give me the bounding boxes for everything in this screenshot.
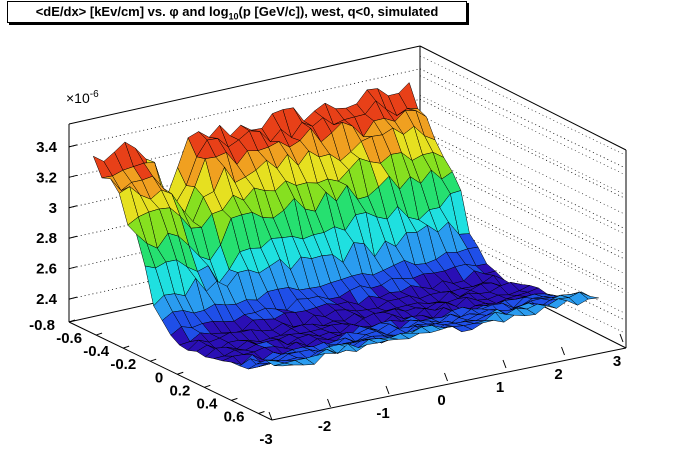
z-tick [68,296,78,300]
x-tick-label: 3 [613,353,621,370]
title-suffix: (p [GeV/c]), west, q<0, simulated [238,4,439,19]
z-tick [68,205,78,209]
y-tick [177,371,184,375]
y-tick-label: 0.2 [169,382,190,399]
axes [68,124,627,421]
title-prefix: <dE/dx> [kEv/cm] vs. [35,4,170,19]
x-tick [268,411,273,421]
y-tick [231,397,238,401]
grid-line [419,98,624,198]
z-tick [68,266,78,270]
y-tick-label: -0.4 [83,343,110,360]
z-tick [68,144,78,148]
x-tick [327,398,331,408]
grid-line [419,190,624,290]
y-axis-line [68,321,273,421]
z-exponent-label: ×10-6 [66,89,99,106]
surface-mesh [92,82,599,370]
y-tick [150,358,157,362]
x-tick [385,385,390,395]
z-tick [68,174,78,178]
z-tick [68,235,78,239]
grid-line [419,95,624,194]
y-tick-label: -0.8 [29,317,55,334]
x-tick-label: -2 [318,418,331,435]
z-tick-label: 2.6 [36,261,57,278]
grid-line [419,220,624,320]
x-tick [444,372,448,382]
x-tick-label: 0 [437,392,445,409]
x-tick [619,333,624,343]
z-tick-label: 2.8 [36,230,57,247]
grid-line [419,115,624,214]
y-tick-label: 0 [155,369,163,386]
y-tick-label: 0.4 [197,395,219,412]
y-tick [122,345,130,349]
y-tick [95,332,103,336]
chart-title: <dE/dx> [kEv/cm] vs. φ and log10(p [GeV/… [7,1,467,23]
grid-line [419,194,624,293]
y-tick [204,384,211,388]
x-tick-label: 2 [554,366,562,383]
y-tick-label: 0.6 [224,408,245,425]
y-tick [258,410,265,414]
y-tick [68,319,76,323]
grid-line [419,214,624,313]
z-tick-label: 3 [49,200,57,217]
x-tick [561,346,565,356]
title-phi: φ [169,4,179,19]
surface-cell [579,291,599,300]
grid-line [419,154,624,254]
title-mid: and log [178,4,229,19]
grid-line [419,134,624,234]
box-edge [68,45,421,125]
z-tick-label: 2.4 [36,291,58,308]
grid-line [419,174,624,273]
box-edge [419,45,627,151]
z-tick-label: 3.4 [36,139,58,156]
x-tick-label: -1 [376,405,389,422]
x-axis-line [271,347,627,421]
z-tick-label: 3.2 [36,169,57,186]
grid-line [419,55,624,155]
grid-line [419,233,624,333]
x-tick [502,359,507,369]
grid-line [419,129,624,229]
y-tick-label: -0.2 [110,356,136,373]
grid-line [419,68,624,168]
x-tick-label: -3 [259,431,272,448]
grid-line [419,75,624,174]
z-exponent-sup: -6 [90,89,99,100]
x-tick-label: 1 [496,379,504,396]
grid-line [419,159,624,259]
axis-labels: 3.4 3.2 3 2.8 2.6 2.4 ×10-6 -0.8-0.6-0.4-0.2 0 0.… [29,89,621,448]
title-sub: 10 [228,11,239,22]
y-tick-label: -0.6 [56,330,82,347]
